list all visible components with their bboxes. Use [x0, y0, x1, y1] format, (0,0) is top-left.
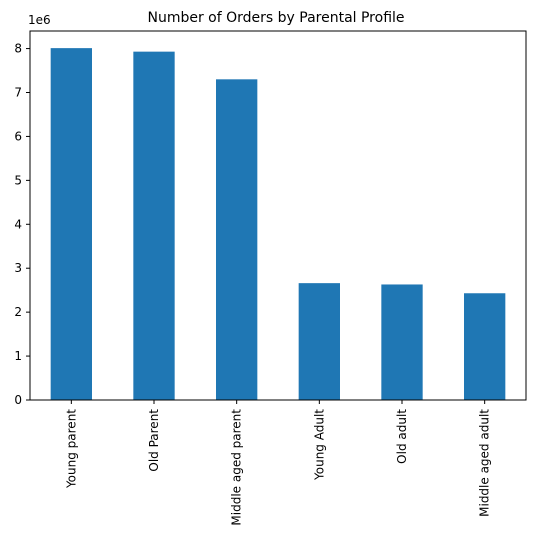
x-tick-label: Middle aged adult [478, 409, 492, 517]
x-tick-label: Young Adult [312, 409, 326, 481]
bar-middle-aged-adult [464, 293, 505, 400]
chart-title: Number of Orders by Parental Profile [147, 10, 404, 26]
y-tick-label: 5 [14, 173, 22, 187]
x-tick-label: Old Parent [147, 409, 161, 472]
x-tick-label: Old adult [395, 409, 409, 464]
y-tick-label: 4 [14, 217, 22, 231]
y-tick-label: 0 [14, 393, 22, 407]
bar-old-adult [381, 284, 422, 400]
y-tick-label: 6 [14, 129, 22, 143]
y-offset-label: 1e6 [28, 13, 51, 27]
y-tick-label: 8 [14, 42, 22, 56]
y-axis: 0 1 2 3 4 5 6 7 8 [14, 42, 30, 407]
x-tick-label: Middle aged parent [230, 409, 244, 526]
bar-middle-aged-parent [216, 79, 257, 400]
x-axis: Young parent Old Parent Middle aged parent… [64, 400, 491, 526]
bar-old-parent [133, 52, 174, 400]
bar-young-parent [51, 48, 92, 400]
plot-frame [30, 31, 526, 400]
y-tick-label: 2 [14, 305, 22, 319]
y-tick-label: 7 [14, 86, 22, 100]
y-tick-label: 3 [14, 261, 22, 275]
bar-young-adult [299, 283, 340, 400]
y-tick-label: 1 [14, 349, 22, 363]
x-tick-label: Young parent [64, 409, 78, 489]
bars-group [51, 48, 506, 400]
